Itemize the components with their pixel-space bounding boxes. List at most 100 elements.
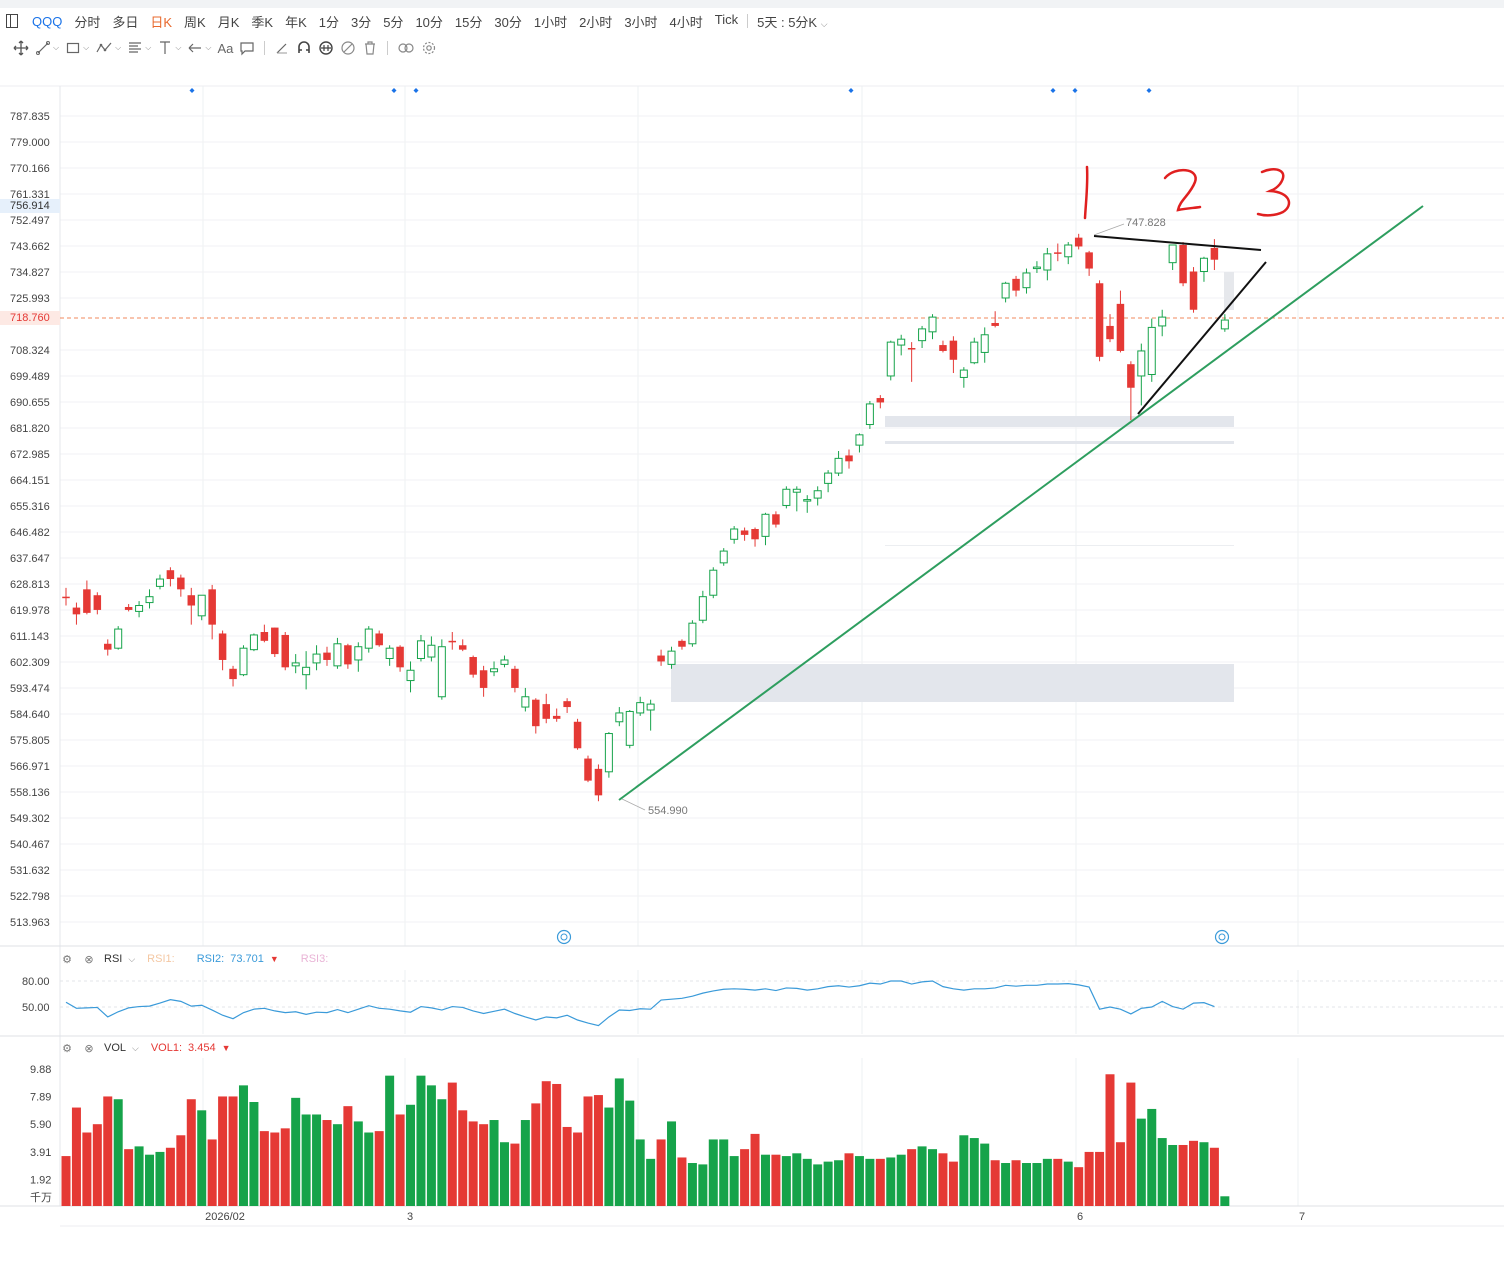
candle-body <box>218 633 227 660</box>
high-price-annotation: 747.828 <box>1126 217 1166 229</box>
text-tool-icon[interactable]: Aa <box>217 40 234 56</box>
magnet-icon[interactable] <box>293 36 315 60</box>
gear-icon[interactable]: ⚙ <box>62 953 72 966</box>
compare-icon[interactable] <box>394 36 418 60</box>
chevron-down-icon: ⌵ <box>53 43 60 52</box>
candle-body <box>1085 252 1093 269</box>
sidebar-toggle-icon[interactable] <box>6 14 18 28</box>
period-item[interactable]: 2小时 <box>579 14 613 30</box>
candle-body <box>1095 283 1104 357</box>
period-item[interactable]: 10分 <box>415 14 443 30</box>
multi-period-dropdown[interactable]: 5天 : 5分K ⌵ <box>751 12 833 31</box>
volume-bar <box>113 1099 123 1206</box>
volume-bar <box>510 1143 520 1206</box>
candle-body <box>1012 278 1020 291</box>
price-tick-label: 664.151 <box>10 475 50 487</box>
chevron-down-icon[interactable]: ⌵ <box>132 1042 139 1053</box>
trendline-icon[interactable]: ⌵ <box>32 36 62 60</box>
event-marker-icon <box>1050 88 1056 93</box>
candle-body <box>886 341 895 377</box>
fibonacci-icon[interactable]: ⌵ <box>124 36 154 60</box>
volume-bar <box>103 1096 113 1206</box>
candle-body <box>354 646 363 661</box>
black-resistance-line <box>1093 235 1262 251</box>
volume-bar <box>155 1151 165 1206</box>
lock-icon[interactable] <box>315 36 337 60</box>
window-top-strip <box>0 0 1504 8</box>
rsi-indicator-name[interactable]: RSI <box>104 953 123 965</box>
volume-bar <box>573 1132 583 1206</box>
price-tick-label: 743.662 <box>10 241 50 253</box>
chevron-down-icon[interactable]: ⌵ <box>128 953 136 964</box>
period-item[interactable]: 4小时 <box>669 14 703 30</box>
period-item[interactable]: 3小时 <box>624 14 658 30</box>
period-item[interactable]: 3分 <box>350 14 372 30</box>
black-support-line <box>1137 261 1267 415</box>
period-item[interactable]: Tick <box>714 11 739 27</box>
candle-body <box>469 657 477 675</box>
period-item[interactable]: 多日 <box>112 14 139 30</box>
period-item[interactable]: 30分 <box>494 14 522 30</box>
period-item[interactable]: 日K <box>150 14 173 30</box>
chevron-down-icon: ⌵ <box>205 43 212 52</box>
period-item[interactable]: 5分 <box>383 14 404 30</box>
close-icon[interactable]: ⊗ <box>84 953 94 966</box>
multi-period-label: 5天 : 5分K <box>757 14 818 30</box>
volume-bar <box>865 1158 875 1206</box>
volume-bar <box>646 1158 656 1206</box>
period-item[interactable]: 季K <box>251 14 274 30</box>
volume-bar <box>1053 1158 1063 1206</box>
vertical-line-icon[interactable]: ⌵ <box>154 36 184 60</box>
candle-body <box>646 703 655 711</box>
candle-body <box>959 369 968 378</box>
demand-zone <box>1224 272 1234 310</box>
period-item[interactable]: 1小时 <box>533 14 568 30</box>
close-icon[interactable]: ⊗ <box>84 1042 94 1055</box>
arrow-icon[interactable]: ⌵ <box>184 36 214 60</box>
candle-body <box>876 398 885 403</box>
candle-body <box>93 595 102 610</box>
period-item[interactable]: 月K <box>217 14 240 30</box>
hide-icon[interactable] <box>337 36 359 60</box>
trash-icon[interactable] <box>359 36 381 60</box>
symbol-button[interactable]: QQQ <box>32 13 63 29</box>
volume-bar <box>165 1147 175 1206</box>
volume-bar <box>531 1103 541 1206</box>
move-icon[interactable] <box>10 36 32 60</box>
pattern-icon[interactable]: ⌵ <box>92 36 124 60</box>
volume-bar <box>959 1135 969 1206</box>
gear-icon[interactable]: ⚙ <box>62 1042 72 1055</box>
volume-indicator-name[interactable]: VOL <box>104 1042 127 1054</box>
candle-body <box>792 488 801 493</box>
volume-bar <box>218 1096 228 1206</box>
volume-bar <box>479 1124 489 1206</box>
volume-bar <box>301 1114 311 1206</box>
period-item[interactable]: 15分 <box>454 14 483 30</box>
demand-zone <box>885 416 1234 427</box>
period-item[interactable]: 分时 <box>74 14 101 30</box>
event-marker-icon <box>189 88 195 93</box>
volume-bar <box>186 1099 196 1206</box>
candle-body <box>803 499 812 502</box>
candle-body <box>594 768 603 796</box>
candle-body <box>500 659 509 665</box>
ruler-icon[interactable] <box>271 36 293 60</box>
comment-icon[interactable] <box>236 36 258 60</box>
volume-bar <box>552 1083 562 1206</box>
triangle-down-icon[interactable]: ▼ <box>269 954 279 964</box>
period-item[interactable]: 1分 <box>318 14 339 30</box>
rectangle-icon[interactable]: ⌵ <box>62 36 92 60</box>
period-item[interactable]: 周K <box>184 14 206 30</box>
candle-body <box>678 640 686 647</box>
triangle-down-icon[interactable]: ▼ <box>221 1043 231 1053</box>
current-price-label: 718.760 <box>0 311 60 325</box>
settings-icon[interactable] <box>418 36 440 60</box>
volume-bar <box>886 1157 896 1206</box>
volume-bar <box>1147 1108 1157 1206</box>
candle-body <box>437 646 446 698</box>
price-tick-label: 566.971 <box>10 761 50 773</box>
volume-bar <box>343 1106 353 1206</box>
period-item[interactable]: 年K <box>285 14 307 30</box>
candle-body <box>584 758 592 781</box>
